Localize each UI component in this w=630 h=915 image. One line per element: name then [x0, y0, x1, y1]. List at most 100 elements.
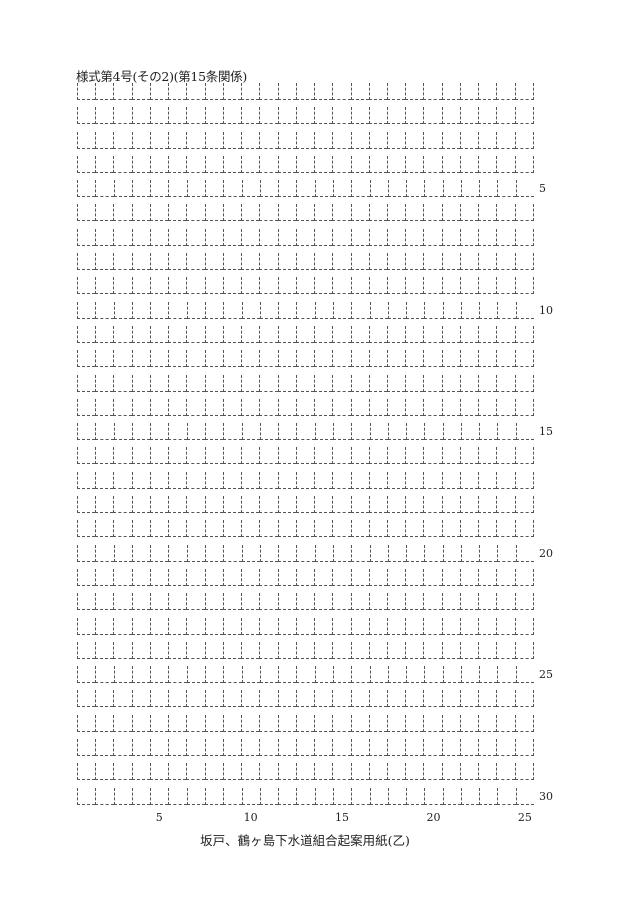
grid-cell	[386, 350, 406, 368]
grid-cell	[204, 520, 223, 538]
grid-cell	[478, 739, 497, 757]
grid-cell	[441, 568, 460, 586]
grid-cell	[241, 374, 260, 392]
grid-cell	[186, 739, 205, 757]
grid-cell	[77, 690, 96, 708]
grid-cell	[368, 374, 387, 392]
grid-row	[77, 325, 534, 343]
grid-cell	[479, 180, 498, 198]
grid-cell	[514, 568, 534, 586]
grid-cell	[459, 739, 479, 757]
grid-cell	[332, 520, 351, 538]
grid-cell	[259, 666, 279, 684]
grid-cell	[149, 739, 169, 757]
grid-cell	[459, 253, 479, 271]
grid-cell	[186, 471, 205, 489]
grid-cell	[350, 471, 369, 489]
grid-cell	[405, 496, 424, 514]
grid-cell	[204, 180, 224, 198]
grid-row	[77, 131, 534, 149]
grid-cell	[204, 763, 223, 781]
grid-cell	[113, 180, 132, 198]
grid-cell	[514, 641, 534, 659]
grid-row	[77, 83, 534, 100]
grid-cell	[277, 714, 296, 732]
grid-cell	[296, 180, 315, 198]
grid-cell	[314, 763, 333, 781]
grid-cell	[222, 325, 242, 343]
row-number: 30	[539, 789, 553, 803]
grid-row	[77, 641, 534, 659]
grid-cell	[204, 204, 223, 222]
grid-cell	[423, 641, 442, 659]
grid-cell	[386, 471, 406, 489]
grid-cell	[204, 787, 224, 805]
grid-cell	[386, 690, 406, 708]
grid-cell	[368, 204, 387, 222]
grid-cell	[514, 83, 534, 100]
grid-cell	[441, 593, 460, 611]
grid-cell	[131, 350, 150, 368]
grid-cell	[350, 714, 369, 732]
grid-cell	[168, 666, 187, 684]
grid-cell	[241, 763, 260, 781]
grid-cell	[423, 325, 442, 343]
grid-cell	[405, 155, 424, 173]
grid-cell	[186, 277, 205, 295]
grid-cell	[95, 496, 114, 514]
grid-cell	[149, 496, 169, 514]
grid-cell	[204, 350, 223, 368]
grid-cell	[459, 398, 479, 416]
grid-cell	[168, 228, 187, 246]
grid-cell	[386, 83, 406, 100]
grid-cell	[405, 107, 424, 125]
grid-cell	[131, 544, 151, 562]
grid-cell	[406, 544, 425, 562]
grid-cell	[368, 107, 387, 125]
grid-cell	[350, 641, 369, 659]
grid-cell	[113, 593, 132, 611]
grid-cell	[186, 301, 205, 319]
grid-cell	[95, 325, 114, 343]
grid-cell	[150, 787, 169, 805]
grid-cell	[277, 641, 296, 659]
grid-cell	[113, 374, 132, 392]
grid-cell	[241, 617, 260, 635]
grid-cell	[295, 593, 315, 611]
grid-cell	[496, 277, 515, 295]
grid-cell	[241, 277, 260, 295]
grid-cell	[314, 107, 333, 125]
grid-cell	[459, 763, 479, 781]
grid-cell	[368, 593, 387, 611]
grid-cell	[514, 447, 534, 465]
grid-cell	[131, 253, 150, 271]
grid-cell	[259, 423, 279, 441]
grid-cell	[204, 131, 223, 149]
grid-cell	[314, 593, 333, 611]
grid-cell	[368, 398, 387, 416]
grid-cell	[514, 496, 534, 514]
grid-cell	[496, 471, 515, 489]
grid-cell	[277, 350, 296, 368]
grid-cell	[113, 325, 132, 343]
grid-cell	[149, 617, 169, 635]
grid-cell	[479, 544, 498, 562]
grid-cell	[314, 180, 333, 198]
grid-cell	[186, 423, 205, 441]
grid-cell	[424, 787, 443, 805]
grid-cell	[405, 325, 424, 343]
grid-cell	[77, 301, 96, 319]
grid-cell	[350, 107, 369, 125]
grid-cell	[350, 325, 369, 343]
grid-cell	[441, 496, 460, 514]
grid-cell	[386, 131, 406, 149]
grid-cell	[332, 423, 352, 441]
grid-cell	[496, 617, 515, 635]
grid-cell	[314, 447, 333, 465]
grid-cell	[186, 666, 205, 684]
grid-cell	[168, 180, 187, 198]
grid-cell	[131, 83, 150, 100]
grid-cell	[222, 714, 242, 732]
grid-cell	[278, 301, 297, 319]
grid-cell	[168, 253, 187, 271]
